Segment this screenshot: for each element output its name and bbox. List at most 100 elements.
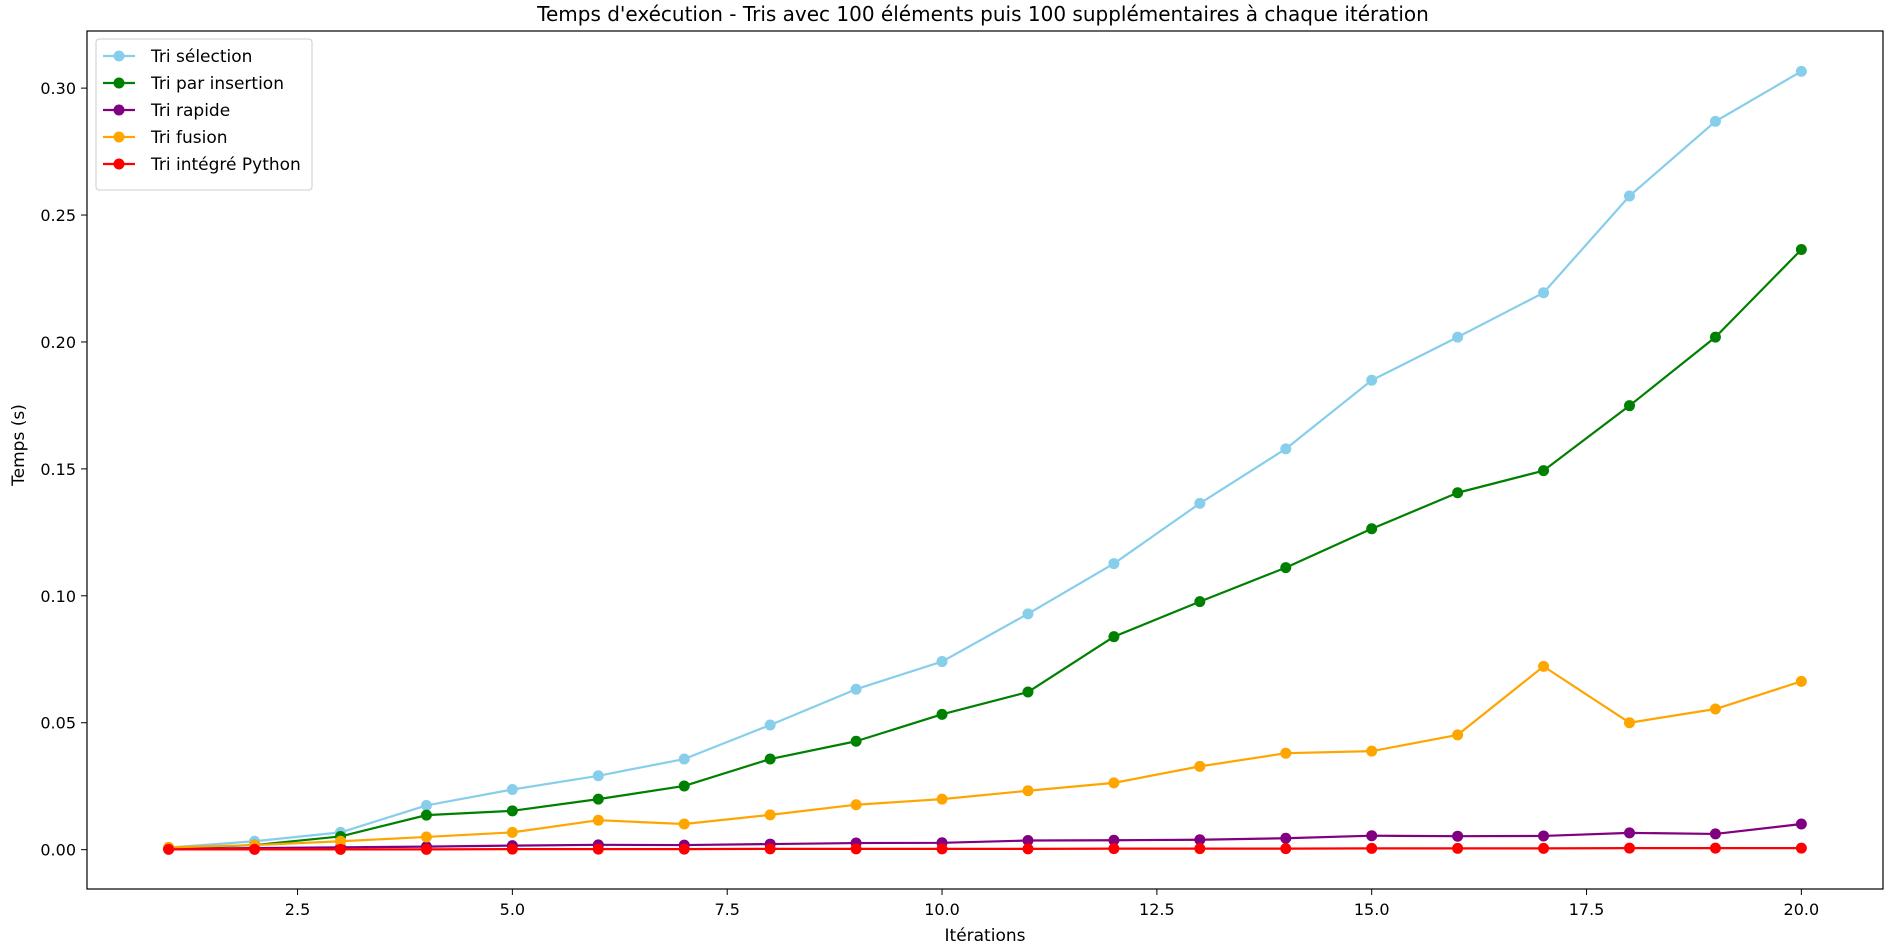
series-line: [168, 70, 1802, 849]
data-point: [1108, 631, 1120, 643]
legend: Tri sélection Tri par insertion Tri rapide…: [95, 38, 313, 191]
chart-title: Temps d'exécution - Tris avec 100 élémen…: [536, 2, 1429, 26]
data-point: [1280, 843, 1292, 855]
data-point: [678, 843, 690, 855]
data-point: [1709, 842, 1721, 854]
x-tick-label: 15.0: [1354, 900, 1390, 919]
data-point: [1795, 842, 1807, 854]
data-point: [1709, 703, 1721, 715]
x-tick-label: 10.0: [924, 900, 960, 919]
data-point: [420, 843, 432, 855]
data-point: [850, 799, 862, 811]
data-point: [163, 843, 175, 855]
data-point: [1366, 830, 1378, 842]
legend-label: Tri par insertion: [150, 74, 284, 94]
y-tick-label: 0.15: [40, 460, 76, 479]
data-point: [1366, 745, 1378, 757]
data-point: [850, 735, 862, 747]
data-point: [850, 683, 862, 695]
data-point: [1280, 562, 1292, 574]
data-point: [1194, 760, 1206, 772]
x-tick-label: 12.5: [1139, 900, 1175, 919]
data-point: [420, 809, 432, 821]
x-axis-label: Itérations: [945, 926, 1026, 943]
y-tick-label: 0.25: [40, 206, 76, 225]
legend-swatch-marker: [113, 104, 125, 116]
x-tick-label: 5.0: [500, 900, 525, 919]
data-point: [1366, 523, 1378, 535]
legend-box: [95, 38, 313, 191]
data-point: [1022, 785, 1034, 797]
y-tick-label: 0.20: [40, 333, 76, 352]
data-point: [1022, 835, 1034, 847]
legend-item: Tri sélection: [103, 47, 252, 67]
data-point: [1623, 400, 1635, 412]
series-1: [163, 244, 1807, 854]
data-point: [1022, 686, 1034, 698]
data-point: [1623, 842, 1635, 854]
data-point: [1538, 287, 1550, 299]
data-point: [1280, 443, 1292, 455]
data-point: [1452, 331, 1464, 343]
data-point: [506, 843, 518, 855]
y-axis-label: Temps (s): [9, 404, 29, 487]
series-3: [163, 660, 1807, 853]
data-point: [936, 656, 948, 668]
data-point: [1538, 465, 1550, 477]
data-point: [1108, 558, 1120, 570]
data-point: [506, 826, 518, 838]
series-line: [168, 665, 1802, 849]
data-point: [1709, 115, 1721, 127]
data-point: [1623, 827, 1635, 839]
plot-area-frame: [86, 30, 1884, 890]
data-point: [1108, 843, 1120, 855]
data-point: [506, 805, 518, 817]
data-point: [1795, 244, 1807, 256]
legend-swatch-marker: [113, 77, 125, 89]
data-point: [1194, 843, 1206, 855]
data-point: [1108, 777, 1120, 789]
data-point: [1280, 832, 1292, 844]
data-point: [1366, 842, 1378, 854]
data-point: [1538, 830, 1550, 842]
data-point: [936, 793, 948, 805]
legend-item: Tri par insertion: [103, 74, 284, 94]
series-line: [168, 847, 1802, 851]
legend-label: Tri fusion: [150, 128, 228, 148]
series-4: [163, 842, 1807, 855]
data-point: [1709, 828, 1721, 840]
legend-swatch-marker: [113, 50, 125, 62]
legend-label: Tri sélection: [150, 47, 252, 67]
data-point: [678, 780, 690, 792]
data-point: [764, 843, 776, 855]
legend-item: Tri fusion: [103, 128, 228, 148]
y-tick-label: 0.10: [40, 587, 76, 606]
data-point: [1194, 834, 1206, 846]
data-point: [1280, 747, 1292, 759]
legend-swatch-marker: [113, 131, 125, 143]
data-point: [592, 814, 604, 826]
data-point: [335, 843, 347, 855]
data-point: [1538, 660, 1550, 672]
data-point: [1108, 834, 1120, 846]
data-point: [936, 708, 948, 720]
x-axis: 2.5 5.0 7.5 10.0 12.5 15.0 17.5 20.0: [285, 889, 1819, 919]
x-tick-label: 17.5: [1569, 900, 1605, 919]
data-point: [506, 783, 518, 795]
data-point: [764, 753, 776, 765]
data-point: [764, 809, 776, 821]
legend-label: Tri rapide: [150, 101, 230, 121]
data-point: [678, 818, 690, 830]
data-point: [1795, 65, 1807, 77]
data-point: [1022, 843, 1034, 855]
x-tick-label: 20.0: [1784, 900, 1820, 919]
series-line: [168, 822, 1802, 850]
data-point: [1366, 374, 1378, 386]
y-tick-label: 0.00: [40, 841, 76, 860]
y-tick-label: 0.05: [40, 714, 76, 733]
data-point: [1795, 818, 1807, 830]
legend-label: Tri intégré Python: [150, 155, 301, 175]
data-point: [678, 753, 690, 765]
legend-item: Tri intégré Python: [103, 155, 301, 175]
data-point: [592, 843, 604, 855]
